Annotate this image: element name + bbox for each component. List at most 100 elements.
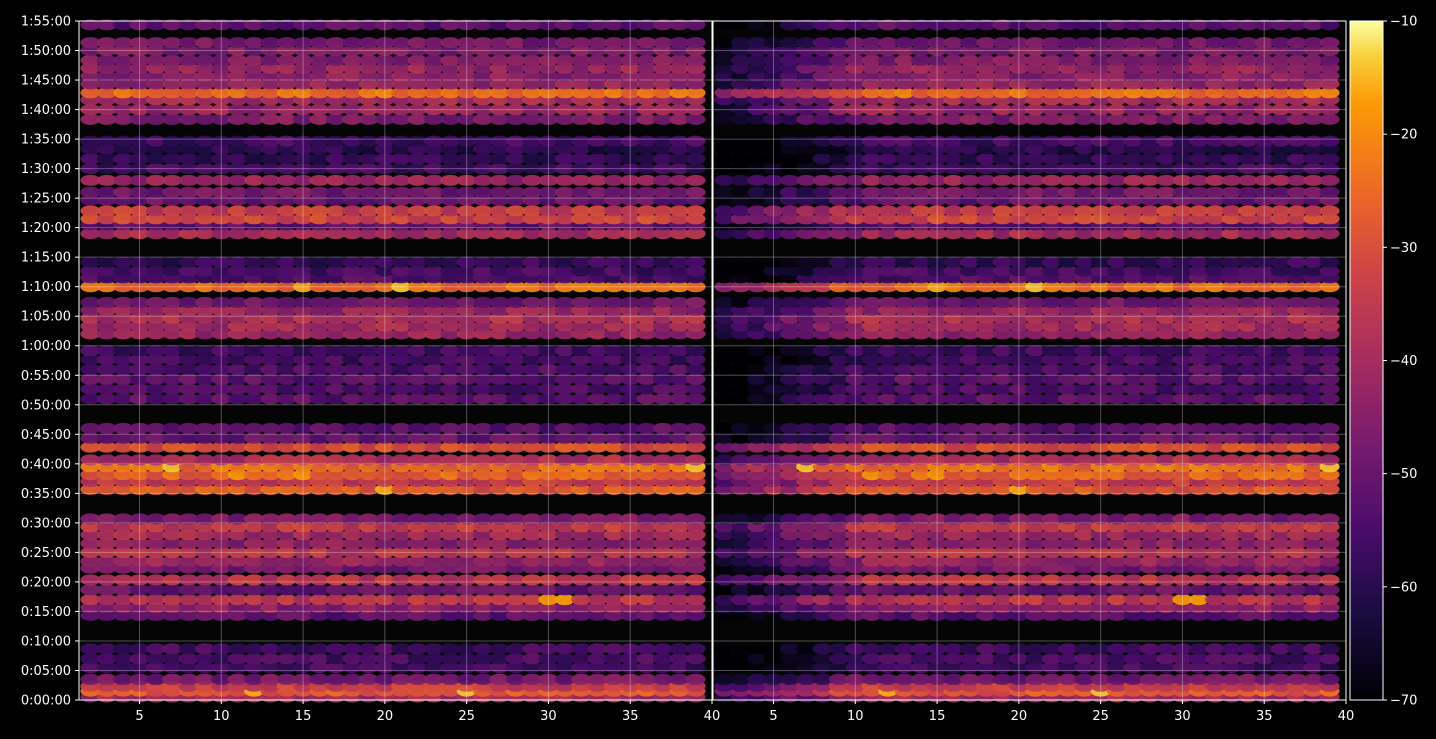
heatmap-cell <box>538 312 559 324</box>
heatmap-cell <box>714 662 735 673</box>
heatmap-cell <box>779 143 800 155</box>
heatmap-cell <box>194 441 215 453</box>
heatmap-cell <box>178 441 199 453</box>
heatmap-cell <box>211 320 232 332</box>
heatmap-cell <box>714 163 735 175</box>
heatmap-cell <box>1008 194 1029 206</box>
heatmap-cell <box>473 441 493 453</box>
heatmap-cell <box>325 320 346 332</box>
heatmap-cell <box>260 584 281 596</box>
heatmap-cell <box>959 205 980 217</box>
heatmap-cell <box>1139 383 1160 395</box>
heatmap-cell <box>747 213 768 225</box>
heatmap-cell <box>260 354 281 365</box>
heatmap-cell <box>1286 673 1307 685</box>
heatmap-cell <box>260 393 281 405</box>
heatmap-cell <box>145 87 166 99</box>
heatmap-cell <box>1123 304 1144 316</box>
heatmap-cell <box>162 194 183 206</box>
heatmap-cell <box>227 432 248 444</box>
heatmap-cell <box>861 354 882 365</box>
heatmap-cell <box>145 546 166 558</box>
heatmap-cell <box>943 228 964 240</box>
heatmap-cell <box>861 70 882 82</box>
heatmap-cell <box>571 304 592 316</box>
heatmap-cell <box>861 383 882 395</box>
heatmap-cell <box>96 363 117 375</box>
heatmap-cell <box>620 328 641 340</box>
heatmap-cell <box>538 54 559 66</box>
heatmap-cell <box>603 104 624 116</box>
heatmap-cell <box>391 653 412 665</box>
heatmap-cell <box>473 296 493 308</box>
heatmap-cell <box>162 320 183 332</box>
heatmap-cell <box>538 281 559 293</box>
heatmap-cell <box>293 555 314 567</box>
heatmap-cell <box>1041 441 1062 453</box>
heatmap-cell <box>910 555 931 567</box>
heatmap-cell <box>113 454 134 466</box>
heatmap-cell <box>489 70 510 82</box>
heatmap-cell <box>730 584 751 596</box>
heatmap-cell <box>894 135 915 147</box>
heatmap-cell <box>927 345 948 357</box>
heatmap-cell <box>763 432 784 444</box>
heatmap-cell <box>1237 363 1258 375</box>
heatmap-cell <box>1139 78 1160 90</box>
heatmap-cell <box>894 281 915 293</box>
heatmap-cell <box>178 673 199 685</box>
heatmap-cell <box>423 281 444 293</box>
heatmap-cell <box>113 186 134 198</box>
heatmap-cell <box>1319 673 1340 685</box>
heatmap-cell <box>1107 422 1127 434</box>
heatmap-cell <box>828 186 849 198</box>
heatmap-cell <box>943 213 964 225</box>
heatmap-cell <box>992 546 1013 558</box>
heatmap-cell <box>1008 609 1029 621</box>
heatmap-cell <box>1205 228 1226 240</box>
heatmap-cell <box>145 205 166 217</box>
heatmap-cell <box>845 345 866 357</box>
heatmap-cell <box>1303 469 1324 481</box>
heatmap-cell <box>309 153 330 165</box>
heatmap-cell <box>861 62 882 74</box>
heatmap-cell <box>374 555 395 567</box>
heatmap-cell <box>779 213 800 225</box>
heatmap-cell <box>178 602 199 613</box>
heatmap-cell <box>878 312 898 324</box>
heatmap-cell <box>910 643 931 655</box>
heatmap-cell <box>1156 422 1177 434</box>
heatmap-cell <box>554 602 575 613</box>
heatmap-cell <box>80 422 101 434</box>
heatmap-cell <box>538 135 559 147</box>
heatmap-cell <box>1090 37 1111 49</box>
heatmap-cell <box>505 673 526 685</box>
heatmap-cell <box>423 265 444 277</box>
heatmap-cell <box>1074 354 1095 365</box>
heatmap-cell <box>538 546 559 558</box>
heatmap-cell <box>423 228 444 240</box>
heatmap-cell <box>211 432 232 444</box>
heatmap-cell <box>194 363 215 375</box>
heatmap-cell <box>669 383 690 395</box>
heatmap-cell <box>1270 153 1291 165</box>
heatmap-cell <box>571 373 592 385</box>
heatmap-cell <box>828 265 849 277</box>
heatmap-cell <box>456 602 477 613</box>
heatmap-cell <box>587 354 608 365</box>
heatmap-cell <box>1188 296 1209 308</box>
heatmap-cell <box>845 87 866 99</box>
heatmap-cell <box>473 256 493 268</box>
heatmap-cell <box>1041 483 1062 495</box>
heatmap-cell <box>440 373 461 385</box>
heatmap-cell <box>374 584 395 596</box>
heatmap-cell <box>194 538 215 549</box>
heatmap-cell <box>927 483 948 495</box>
heatmap-cell <box>227 113 248 125</box>
heatmap-cell <box>211 328 232 340</box>
heatmap-cell <box>342 143 363 155</box>
heatmap-cell <box>1041 546 1062 558</box>
heatmap-cell <box>505 373 526 385</box>
heatmap-cell <box>1156 104 1177 116</box>
heatmap-cell <box>878 441 898 453</box>
